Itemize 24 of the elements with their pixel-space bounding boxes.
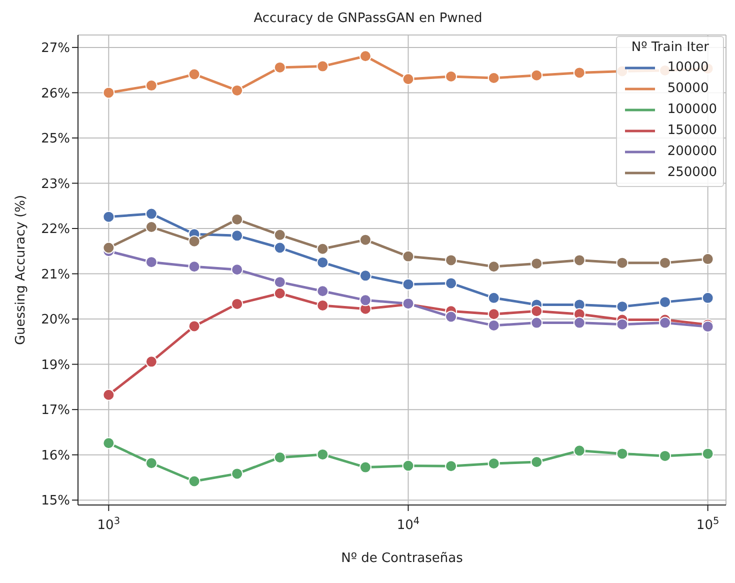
x-tick-label: 10$^{3}$ [97, 516, 120, 533]
y-tick-label: 25% [41, 132, 70, 147]
y-tick-label: 20% [41, 312, 70, 328]
legend-label: 10000 [667, 60, 709, 75]
y-tick-label: 27% [41, 41, 70, 56]
y-tick-label: 22% [41, 222, 70, 238]
y-tick-label: 21% [41, 267, 70, 282]
x-tick-label: 10$^{4}$ [396, 516, 420, 533]
y-tick-label: 15% [41, 494, 70, 509]
y-tick-label: 16% [41, 448, 70, 464]
y-tick-label: 26% [41, 86, 70, 102]
chart-title: Accuracy de GNPassGAN en Pwned [252, 10, 484, 28]
x-axis-title: Nº de Contraseñas [341, 551, 464, 566]
legend-label: 150000 [667, 123, 717, 138]
legend-label: 200000 [667, 144, 717, 159]
legend-label: 100000 [667, 102, 717, 117]
legend-title: Nº Train Iter [630, 40, 710, 55]
y-tick-label: 19% [41, 358, 70, 373]
y-tick-label: 17% [41, 403, 70, 418]
x-tick-label: 10$^{5}$ [696, 516, 720, 533]
y-axis-title: Guessing Accuracy (%) [14, 194, 29, 346]
y-tick-label: 23% [41, 176, 70, 192]
legend-label: 50000 [667, 81, 709, 96]
legend-label: 250000 [667, 165, 717, 180]
